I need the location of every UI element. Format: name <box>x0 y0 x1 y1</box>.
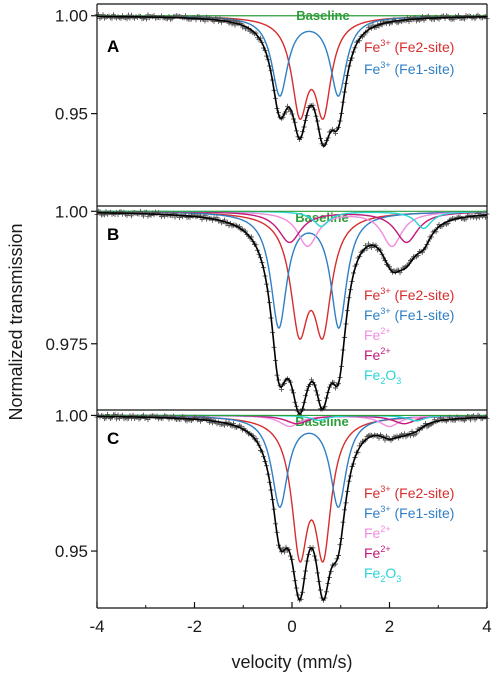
y-axis-label: Normalized transmission <box>6 223 26 420</box>
legend-entry: Fe3+ (Fe1-site) <box>364 60 454 77</box>
panels-layer: 1.00 0.95 A Baseline Fe3+ (Fe2-site) Fe3+ (Fe… <box>45 7 490 603</box>
legend-entry: Fe2O3 <box>364 565 401 584</box>
legend-entry: Fe2+ <box>364 544 391 561</box>
panel-letter: A <box>107 37 119 56</box>
legend-entry: Fe3+ (Fe2-site) <box>364 484 454 501</box>
panel-letter: C <box>107 429 119 448</box>
legend-entry: Fe2+ <box>364 346 391 363</box>
y-tick-label: 1.00 <box>55 202 88 221</box>
x-tick-label: 4 <box>482 617 491 636</box>
y-tick-label: 1.00 <box>55 406 88 425</box>
legend-entry: Fe3+ (Fe1-site) <box>364 504 454 521</box>
y-tick-label: 1.00 <box>55 7 88 26</box>
x-axis-label: velocity (mm/s) <box>232 652 353 672</box>
baseline-label: Baseline <box>295 210 348 225</box>
axes-layer: -4 -2 0 2 4 <box>89 3 492 636</box>
fit-curve <box>96 211 488 415</box>
panel-letter: B <box>107 225 119 244</box>
x-tick-label: -4 <box>89 617 104 636</box>
x-tick-label: 2 <box>385 617 394 636</box>
fit-curve <box>96 415 488 602</box>
legend-entry: Fe3+ (Fe2-site) <box>364 38 454 55</box>
panel-b: 1.00 0.975 B Baseline Fe3+ (Fe2-site) Fe3+ (F… <box>45 202 490 417</box>
fit-curve <box>97 15 488 148</box>
legend-entry: Fe3+ (Fe2-site) <box>364 286 454 303</box>
y-tick-label: 0.95 <box>55 542 88 561</box>
legend-entry: Fe3+ (Fe1-site) <box>364 306 454 323</box>
legend-entry: Fe2+ <box>364 326 391 343</box>
legend-entry: Fe2+ <box>364 524 391 541</box>
y-tick-label: 0.95 <box>55 105 88 124</box>
x-tick-label: -2 <box>187 617 202 636</box>
component-curve <box>97 210 488 244</box>
component-curve <box>97 15 488 97</box>
legend-entry: Fe2O3 <box>364 367 401 386</box>
y-tick-label: 0.975 <box>45 335 88 354</box>
x-tick-label: 0 <box>287 617 296 636</box>
